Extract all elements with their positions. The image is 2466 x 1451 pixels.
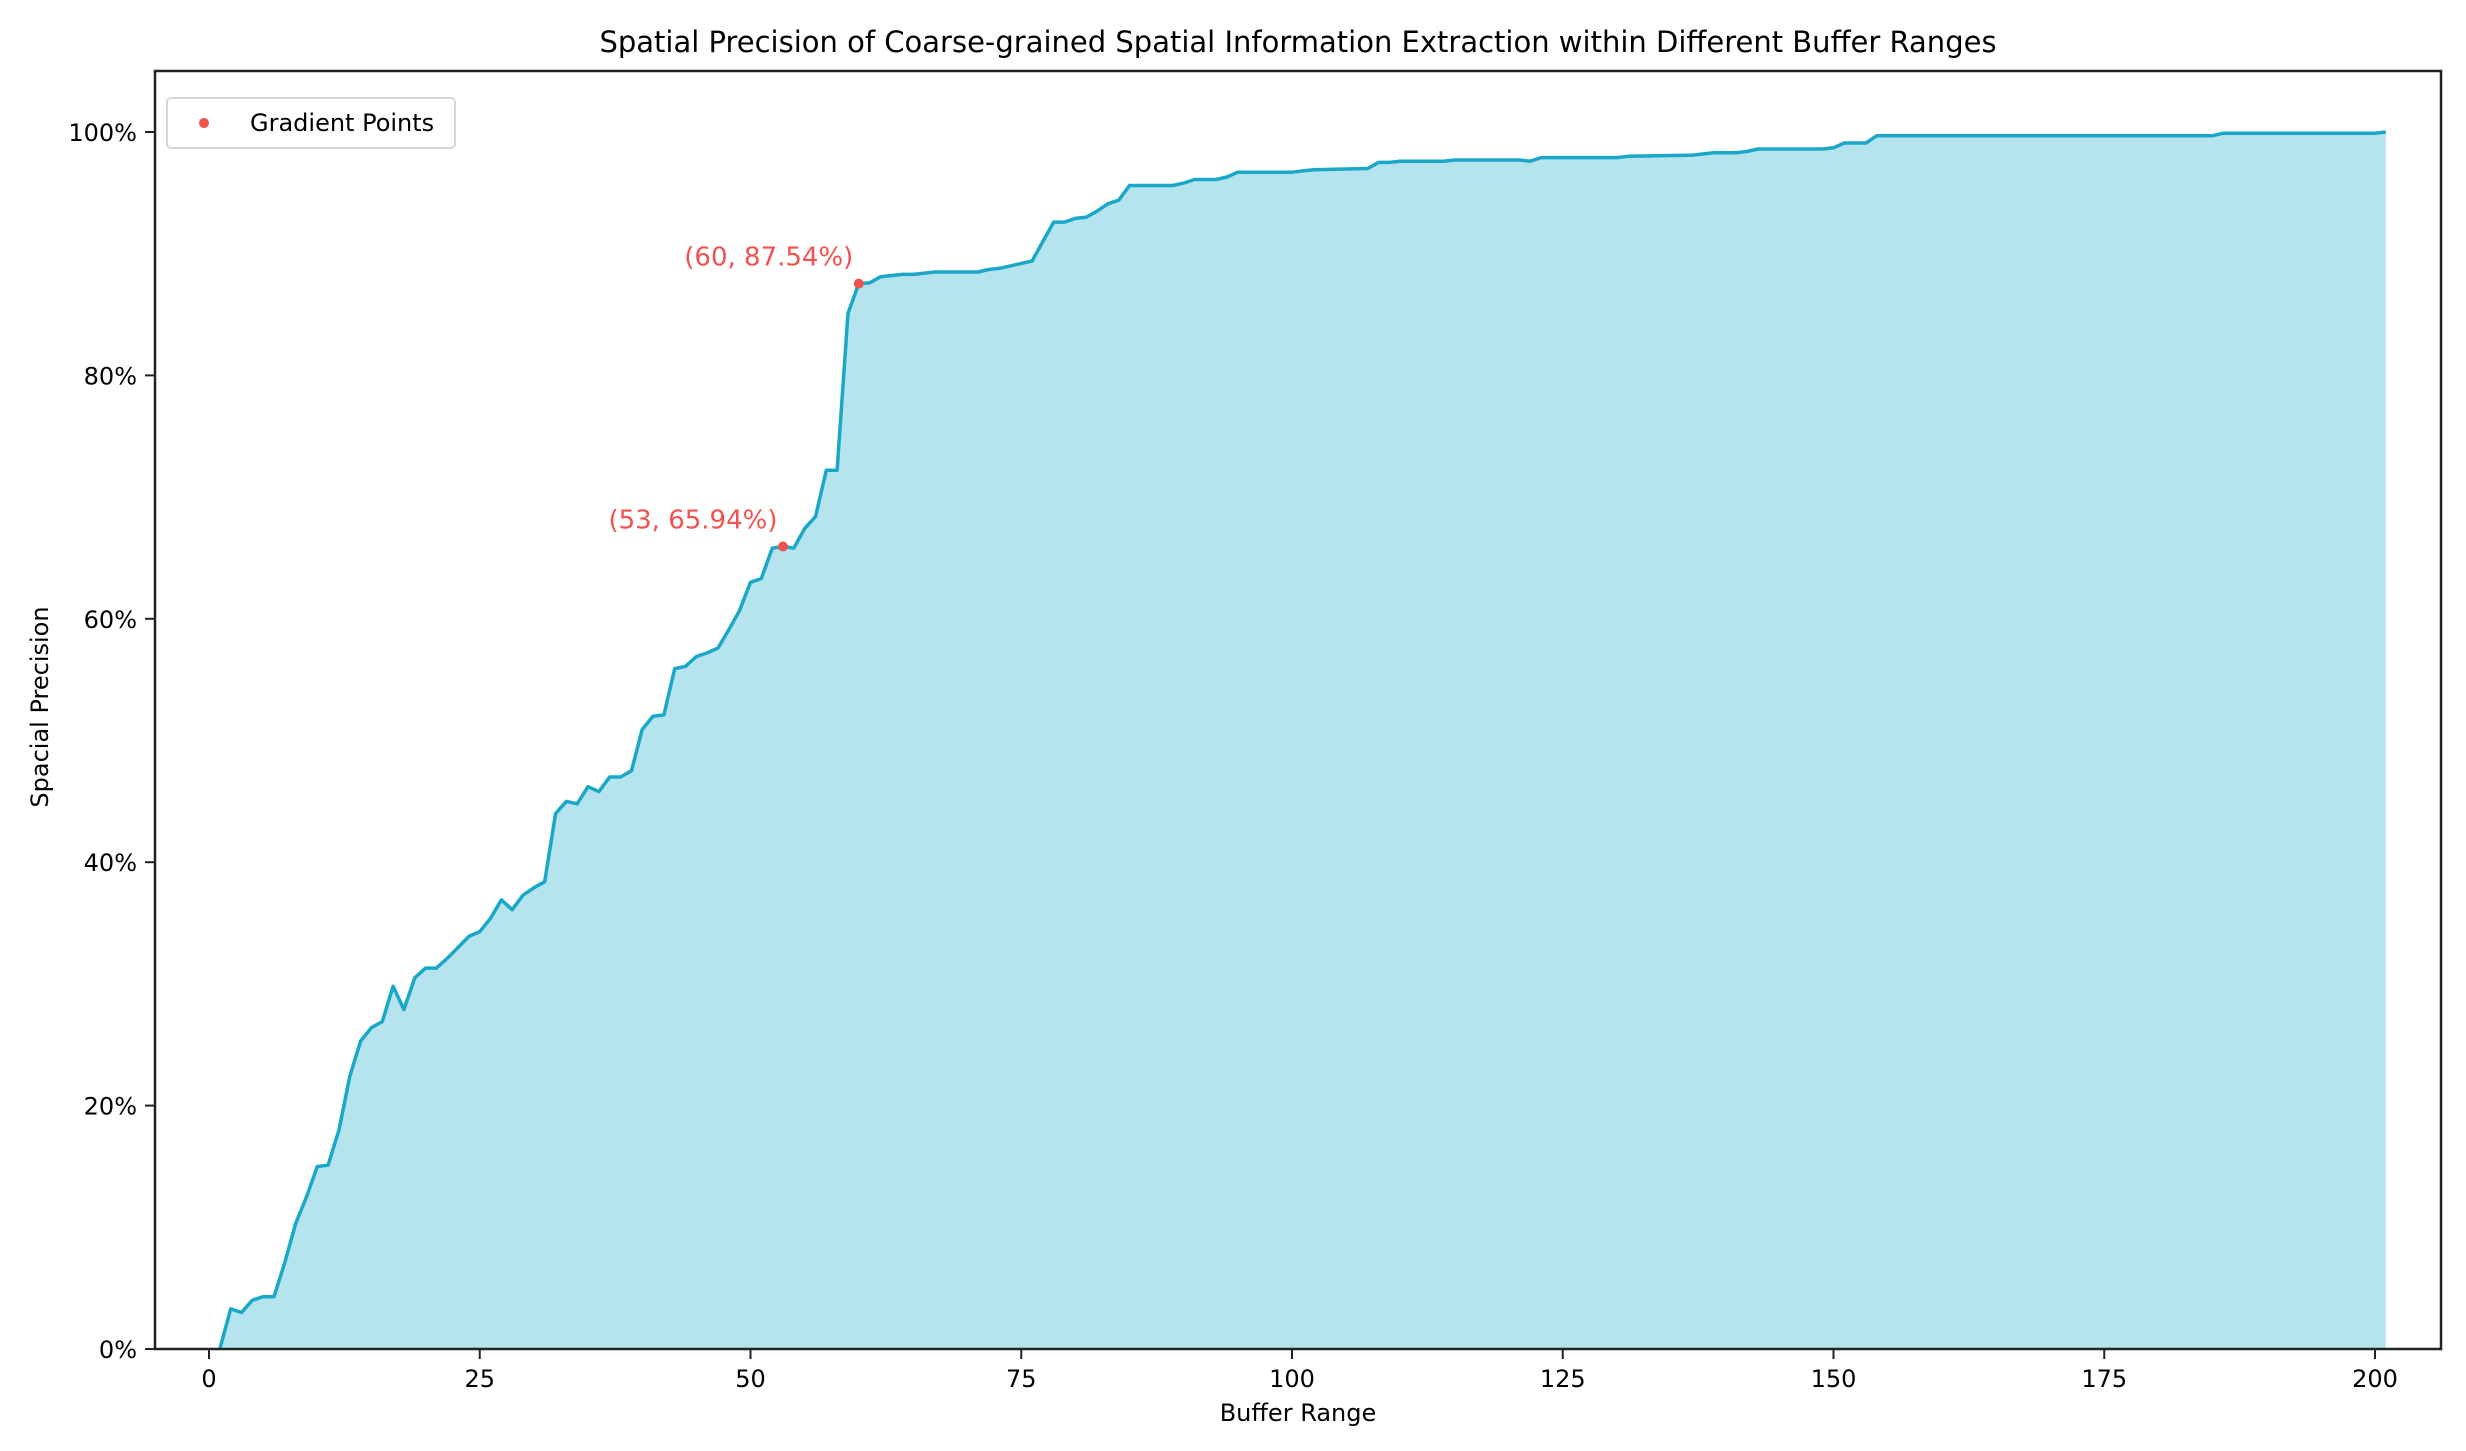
x-tick-label: 75 <box>1006 1365 1037 1393</box>
x-tick-label: 200 <box>2352 1365 2398 1393</box>
gradient-points <box>777 278 864 552</box>
x-axis-label: Buffer Range <box>1220 1399 1377 1427</box>
x-tick-label: 100 <box>1269 1365 1315 1393</box>
y-axis: 0% 20% 40% 60% 80% 100% <box>68 119 155 1364</box>
x-axis: 0 25 50 75 100 125 150 175 200 <box>201 1349 2398 1393</box>
x-tick-label: 50 <box>735 1365 766 1393</box>
annotations: (53, 65.94%) (60, 87.54%) <box>608 243 853 536</box>
gradient-point <box>853 278 864 289</box>
point-annotation: (53, 65.94%) <box>608 506 777 536</box>
x-tick-label: 0 <box>201 1365 216 1393</box>
area-fill <box>219 132 2386 1349</box>
legend-box <box>166 97 456 149</box>
y-tick-label: 40% <box>84 849 137 877</box>
chart-title: Spatial Precision of Coarse-grained Spat… <box>599 25 1996 59</box>
precision-line <box>218 130 2386 1350</box>
plot-area: (53, 65.94%) (60, 87.54%) <box>218 130 2386 1350</box>
y-tick-label: 0% <box>99 1336 137 1364</box>
x-tick-label: 25 <box>464 1365 495 1393</box>
y-tick-label: 60% <box>84 606 137 634</box>
axes-frame <box>153 69 2443 1351</box>
legend: Gradient Points <box>166 97 456 149</box>
y-tick-label: 80% <box>84 362 137 390</box>
legend-marker-icon <box>199 118 209 128</box>
y-axis-label: Spacial Precision <box>26 606 54 807</box>
y-tick-label: 100% <box>68 119 137 147</box>
legend-label: Gradient Points <box>250 109 434 137</box>
x-tick-label: 150 <box>1811 1365 1857 1393</box>
point-annotation: (60, 87.54%) <box>684 243 853 273</box>
y-tick-label: 20% <box>84 1093 137 1121</box>
x-tick-label: 175 <box>2081 1365 2127 1393</box>
x-tick-label: 125 <box>1540 1365 1586 1393</box>
gradient-point <box>777 541 788 552</box>
